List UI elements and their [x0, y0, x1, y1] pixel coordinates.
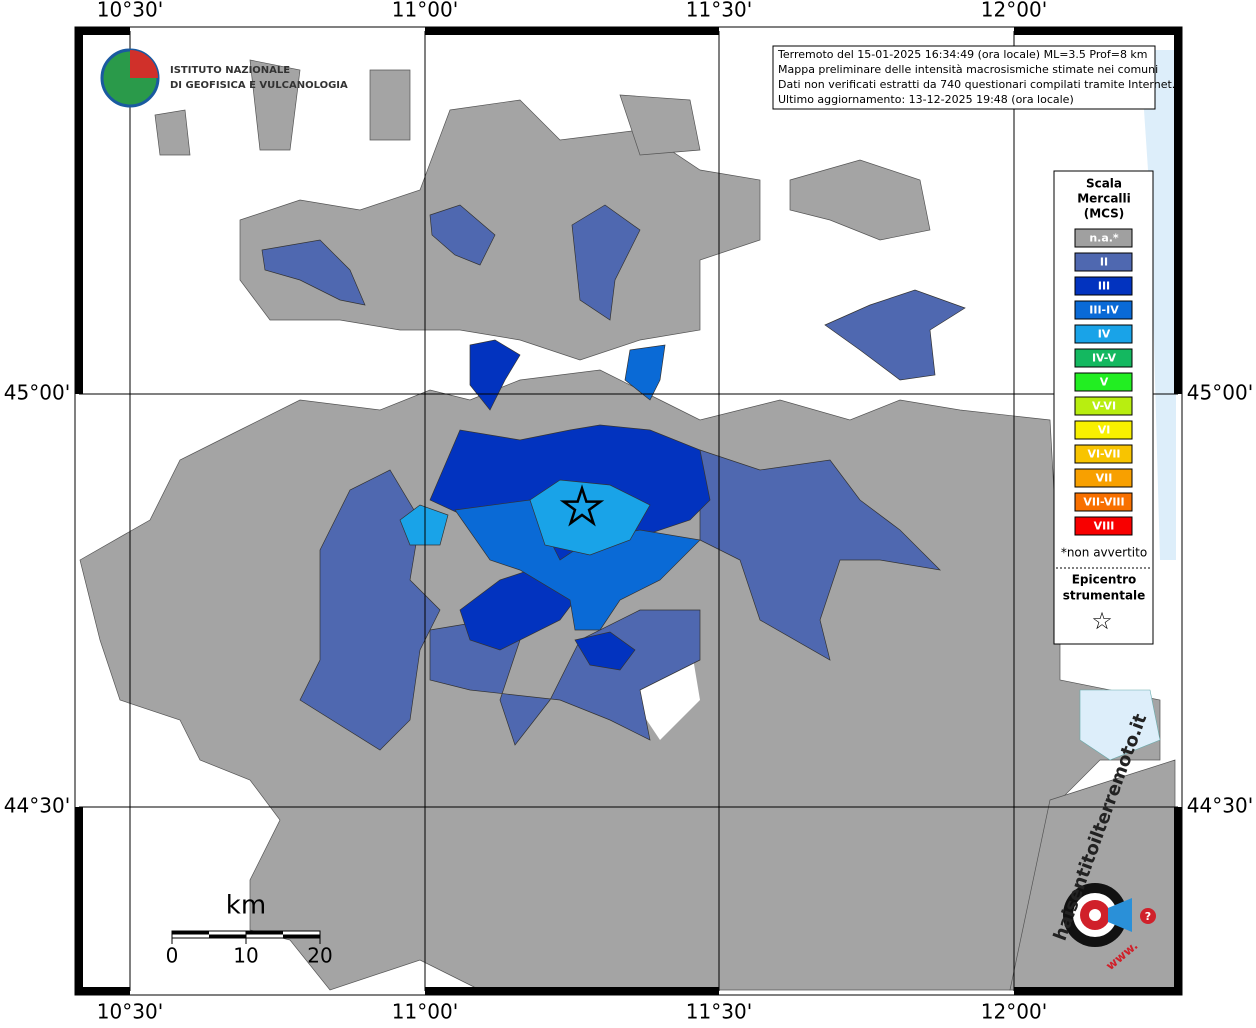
legend-epicenter: Epicentro — [1072, 573, 1137, 587]
lon-label: 11°30' — [686, 1000, 752, 1024]
legend-label: VI — [1098, 424, 1111, 437]
legend-swatch — [1074, 348, 1133, 368]
scale-unit: km — [226, 891, 266, 921]
legend-label: III — [1098, 280, 1110, 293]
scale-tick-label: 20 — [307, 944, 332, 968]
legend-label: IV — [1098, 328, 1111, 341]
scale-bar-segment — [246, 931, 283, 935]
legend-swatch — [1074, 420, 1133, 440]
frame — [74, 26, 1183, 996]
epicenter-star: ★ — [560, 479, 603, 535]
region-ii — [699, 449, 942, 661]
legend-label: III-IV — [1089, 304, 1119, 317]
region-iii — [574, 631, 636, 671]
legend-swatch — [1074, 372, 1133, 392]
scale-bar-segment — [209, 934, 246, 938]
legend-label: V-VI — [1092, 400, 1116, 413]
legend-swatch — [1074, 444, 1133, 464]
region-gray — [249, 59, 301, 151]
region-iv — [399, 504, 449, 546]
legend-swatch — [1074, 252, 1133, 272]
legend-label: V — [1100, 376, 1109, 389]
legend-swatch — [1074, 324, 1133, 344]
logo: ISTITUTO NAZIONALE DI GEOFISICA E VULCAN… — [100, 48, 348, 108]
region-ii — [429, 204, 496, 266]
lat-label: 45°00' — [4, 381, 70, 405]
legend-title: Scala — [1086, 177, 1122, 191]
region-gray — [239, 99, 761, 361]
legend-title: Mercalli — [1077, 192, 1131, 206]
legend-swatch — [1074, 396, 1133, 416]
info-line: Ultimo aggiornamento: 13-12-2025 19:48 (… — [778, 93, 1074, 106]
region-ii — [824, 289, 966, 381]
scale-bar-segment — [172, 931, 209, 935]
logo-text: ISTITUTO NAZIONALE — [170, 65, 290, 76]
region-gray — [789, 159, 931, 241]
region-ii — [571, 204, 641, 321]
legend-label: VI-VII — [1087, 448, 1120, 461]
lat-label: 45°00' — [1187, 381, 1253, 405]
lon-label: 12°00' — [981, 1000, 1047, 1024]
region-gray — [154, 109, 191, 156]
legend-swatch — [1074, 228, 1133, 248]
info-line: Dati non verificati estratti da 740 ques… — [778, 78, 1175, 91]
region-iii — [469, 339, 521, 411]
legend-star: ☆ — [1091, 607, 1113, 635]
legend-epicenter: strumentale — [1063, 589, 1146, 603]
lon-label: 12°00' — [981, 0, 1047, 22]
legend-label: n.a.* — [1089, 232, 1119, 245]
region-gray — [369, 69, 411, 141]
watermark-icon: ? — [1145, 910, 1151, 923]
region-iii-iv — [624, 344, 666, 401]
scale-tick-label: 10 — [233, 944, 258, 968]
legend-title: (MCS) — [1084, 207, 1125, 221]
legend-swatch — [1074, 300, 1133, 320]
legend-label: II — [1100, 256, 1108, 269]
legend-label: IV-V — [1092, 352, 1117, 365]
region-iii-iv — [454, 499, 701, 631]
coordinate-labels: 10°30' 10°30' 11°00' 11°00' 11°30' 11°30' 12°0… — [4, 0, 1253, 1024]
sea — [1079, 689, 1161, 761]
legend-swatch — [1074, 276, 1133, 296]
legend: Scala Mercalli (MCS) *non avvertito Epic… — [1053, 170, 1154, 645]
lat-label: 44°30' — [4, 794, 70, 818]
lon-label: 11°00' — [392, 1000, 458, 1024]
region-ii — [261, 239, 366, 306]
legend-label: VII — [1096, 472, 1113, 485]
legend-label: VIII — [1094, 520, 1115, 533]
info-line: Mappa preliminare delle intensità macros… — [778, 63, 1158, 76]
info-box: Terremoto del 15-01-2025 16:34:49 (ora l… — [772, 45, 1175, 110]
region-iv — [529, 479, 651, 556]
lon-label: 10°30' — [97, 0, 163, 22]
lon-label: 11°30' — [686, 0, 752, 22]
info-line: Terremoto del 15-01-2025 16:34:49 (ora l… — [777, 48, 1148, 61]
legend-swatch — [1074, 516, 1133, 536]
legend-label: VII-VIII — [1083, 496, 1124, 509]
scale-tick-label: 0 — [166, 944, 179, 968]
lat-label: 44°30' — [1187, 794, 1253, 818]
lon-label: 11°00' — [392, 0, 458, 22]
logo-text: DI GEOFISICA E VULCANOLOGIA — [170, 80, 348, 91]
map-area: ★ — [79, 31, 1178, 991]
region-gray — [619, 94, 701, 156]
graticule — [79, 31, 1178, 991]
legend-swatch — [1074, 468, 1133, 488]
lon-label: 10°30' — [97, 1000, 163, 1024]
scale-bar: km 0 10 20 — [166, 891, 333, 968]
legend-note: *non avvertito — [1061, 546, 1147, 560]
scale-bar-segment — [283, 934, 320, 938]
legend-swatch — [1074, 492, 1133, 512]
